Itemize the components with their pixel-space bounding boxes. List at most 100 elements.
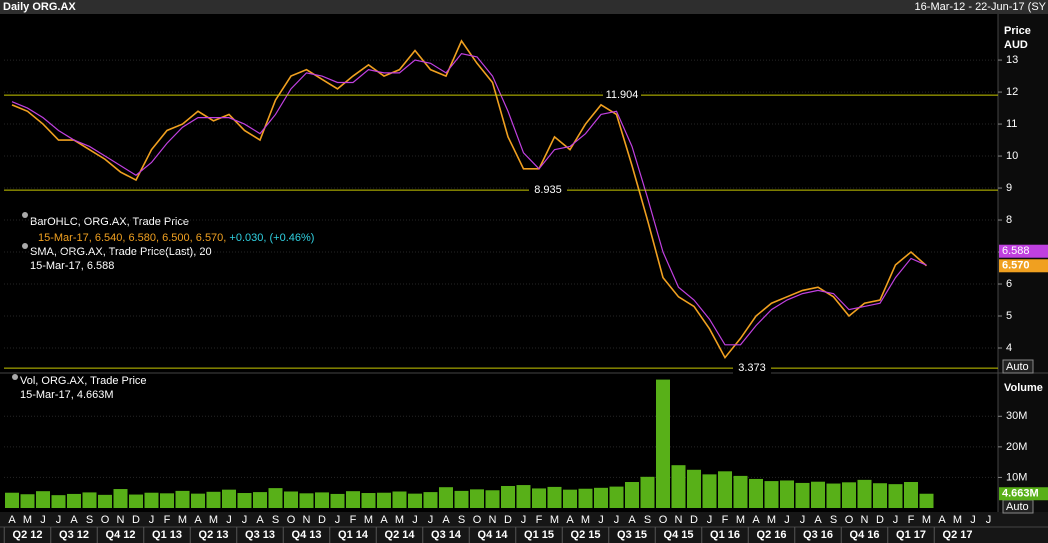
x-tick-label: J (521, 514, 527, 526)
x-tick-label: F (536, 514, 543, 526)
volume-bar (811, 481, 825, 508)
volume-bar (873, 483, 887, 508)
x-tick-label: A (442, 514, 450, 526)
x-tick-label: A (256, 514, 264, 526)
x-tick-label: O (101, 514, 110, 526)
x-tick-label: S (272, 514, 279, 526)
volume-bar (656, 379, 670, 508)
x-tick-label: N (489, 514, 497, 526)
x-tick-label: M (178, 514, 187, 526)
volume-bar (532, 488, 546, 508)
x-tick-label: F (908, 514, 915, 526)
volume-bar (687, 469, 701, 508)
level-label-bg (529, 184, 567, 197)
x-tick-label: M (736, 514, 745, 526)
legend-icon[interactable] (22, 212, 28, 218)
x-tick-label: J (893, 514, 899, 526)
x-tick-label: O (845, 514, 854, 526)
last-value-tag (999, 259, 1048, 273)
x-tick-label: J (226, 514, 232, 526)
x-tick-label: A (752, 514, 760, 526)
price-line (11, 39, 928, 360)
volume-bar (609, 486, 624, 508)
x-tick-label: J (970, 514, 976, 526)
x-tick-label: J (800, 514, 806, 526)
volume-bar (5, 492, 19, 508)
x-tick-label: M (209, 514, 218, 526)
legend-info: 15-Mar-17, 4.663M (20, 389, 114, 401)
volume-bar (904, 482, 918, 508)
y-tick-label: 6 (1006, 278, 1012, 290)
level-label-bg (603, 89, 641, 102)
y-tick-label: 10 (1006, 150, 1018, 162)
legend-info: 15-Mar-17, 6.588 (30, 260, 114, 272)
x-tick-label: S (86, 514, 93, 526)
volume-bar (82, 492, 97, 508)
x-tick-label: D (690, 514, 698, 526)
volume-bar (625, 482, 639, 508)
x-tick-label: J (428, 514, 434, 526)
y-tick-label: 4 (1006, 342, 1012, 354)
x-tick-label: N (861, 514, 869, 526)
y-axis-unit: AUD (1004, 39, 1028, 51)
legend-info: 15-Mar-17, 6.540, 6.580, 6.500, 6.570, +… (38, 232, 314, 244)
y-tick-label: 8 (1006, 214, 1012, 226)
x-tick-label: D (504, 514, 512, 526)
y-tick-label: 12 (1006, 86, 1018, 98)
price-line (11, 53, 927, 346)
x-tick-label: A (194, 514, 202, 526)
x-tick-label: J (40, 514, 46, 526)
volume-bar (842, 482, 856, 508)
volume-bar (222, 489, 236, 508)
volume-bar (702, 474, 717, 508)
quarter-label: Q1 15 (524, 529, 554, 541)
auto-label[interactable]: Auto (1006, 501, 1029, 513)
x-tick-label: A (566, 514, 574, 526)
x-tick-label: J (242, 514, 248, 526)
x-tick-label: A (8, 514, 16, 526)
x-tick-label: J (784, 514, 790, 526)
quarter-label: Q3 15 (617, 529, 647, 541)
volume-bar (578, 488, 593, 508)
volume-bar (718, 471, 732, 508)
volume-bar (51, 495, 66, 508)
level-label: 8.935 (534, 184, 562, 196)
volume-bar (826, 483, 841, 508)
x-tick-label: S (830, 514, 837, 526)
title-bar (0, 0, 1048, 14)
quarter-label: Q4 12 (106, 529, 136, 541)
y-tick-label: 5 (1006, 310, 1012, 322)
level-label: 3.373 (738, 362, 766, 374)
quarter-label: Q1 17 (896, 529, 926, 541)
volume-bar (423, 492, 438, 508)
quarter-label: Q4 16 (850, 529, 880, 541)
level-label: 11.904 (606, 89, 639, 101)
last-value-tag (999, 487, 1048, 501)
volume-bar (392, 491, 407, 508)
volume-bar (485, 490, 500, 508)
legend-values: 15-Mar-17, 6.540, 6.580, 6.500, 6.570, (38, 232, 226, 244)
volume-bar (857, 479, 872, 508)
legend-icon[interactable] (22, 243, 28, 249)
legend-icon[interactable] (12, 374, 18, 380)
x-tick-label: A (938, 514, 946, 526)
volume-bar (563, 489, 577, 508)
quarter-label: Q1 14 (338, 529, 369, 541)
quarter-label: Q2 17 (943, 529, 973, 541)
auto-label[interactable]: Auto (1006, 361, 1029, 373)
volume-bar (346, 491, 360, 508)
x-tick-label: A (628, 514, 636, 526)
date-range: 16-Mar-12 - 22-Jun-17 (SY (915, 1, 1047, 13)
volume-bar (919, 493, 934, 508)
y-tick-label: 9 (1006, 182, 1012, 194)
quarter-label: Q4 15 (664, 529, 694, 541)
auto-button[interactable] (1002, 359, 1034, 374)
quarter-label: Q2 13 (199, 529, 229, 541)
volume-bar (284, 491, 298, 508)
x-tick-label: J (986, 514, 992, 526)
x-tick-label: D (318, 514, 326, 526)
last-value-label: 6.570 (1002, 260, 1030, 272)
x-tick-label: M (550, 514, 559, 526)
volume-bar (67, 493, 81, 508)
